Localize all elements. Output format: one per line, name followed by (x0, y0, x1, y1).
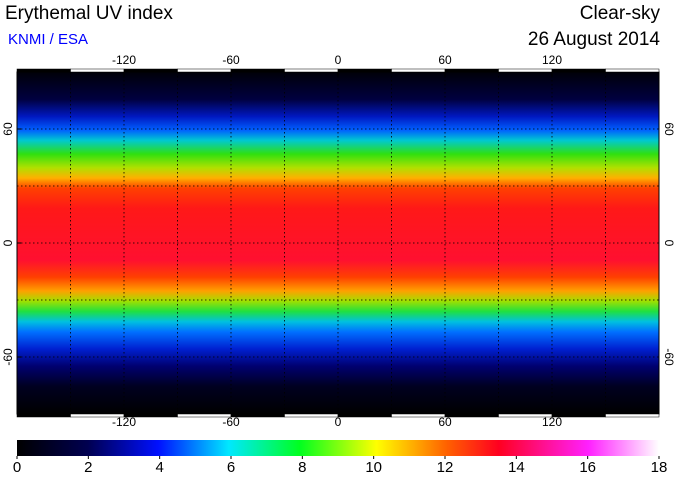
frame-segment (605, 413, 660, 418)
frame-segment (16, 413, 71, 418)
lon-label: -60 (222, 415, 240, 429)
colorbar (17, 440, 659, 456)
colorbar-label: 18 (651, 459, 668, 476)
lon-label: 0 (335, 53, 342, 67)
colorbar-label: 12 (437, 459, 454, 476)
colorbar-label: 2 (84, 459, 92, 476)
frame-segment (230, 68, 285, 73)
lat-label: 60 (662, 122, 676, 136)
lat-label: -60 (1, 348, 15, 366)
lat-label: 0 (1, 239, 15, 246)
frame-segment (70, 68, 125, 73)
lon-label: -120 (112, 415, 136, 429)
colorbar-label: 16 (579, 459, 596, 476)
frame-segment (551, 68, 606, 73)
lon-label: 60 (438, 415, 452, 429)
frame-segment (337, 68, 392, 73)
frame-segment (284, 413, 339, 418)
lon-label: 0 (335, 415, 342, 429)
lon-label: 120 (542, 415, 562, 429)
title: Erythemal UV index (5, 3, 173, 24)
frame-segment (123, 68, 178, 73)
graticule (17, 72, 659, 414)
frame-segment (498, 68, 553, 73)
frame-segment (16, 68, 71, 73)
lon-label: -120 (112, 53, 136, 67)
colorbar-label: 8 (298, 459, 306, 476)
date: 26 August 2014 (528, 29, 660, 50)
frame-segment (444, 413, 499, 418)
lon-label: 60 (438, 53, 452, 67)
lat-label: 0 (662, 240, 676, 247)
colorbar-label: 10 (365, 459, 382, 476)
colorbar-label: 14 (508, 459, 525, 476)
lon-label: -60 (222, 53, 240, 67)
frame-segment (391, 413, 446, 418)
colorbar-label: 6 (227, 459, 235, 476)
lat-label: 60 (1, 122, 15, 136)
colorbar-label: 0 (13, 459, 21, 476)
frame-segment (391, 68, 446, 73)
frame-segment (337, 413, 392, 418)
frame-segment (177, 68, 232, 73)
colorbar-label: 4 (155, 459, 163, 476)
frame-segment (605, 68, 660, 73)
frame-segment (444, 68, 499, 73)
condition: Clear-sky (580, 3, 661, 24)
source: KNMI / ESA (8, 31, 88, 48)
frame-segment (284, 68, 339, 73)
lat-label: -60 (662, 348, 676, 366)
lon-label: 120 (542, 53, 562, 67)
